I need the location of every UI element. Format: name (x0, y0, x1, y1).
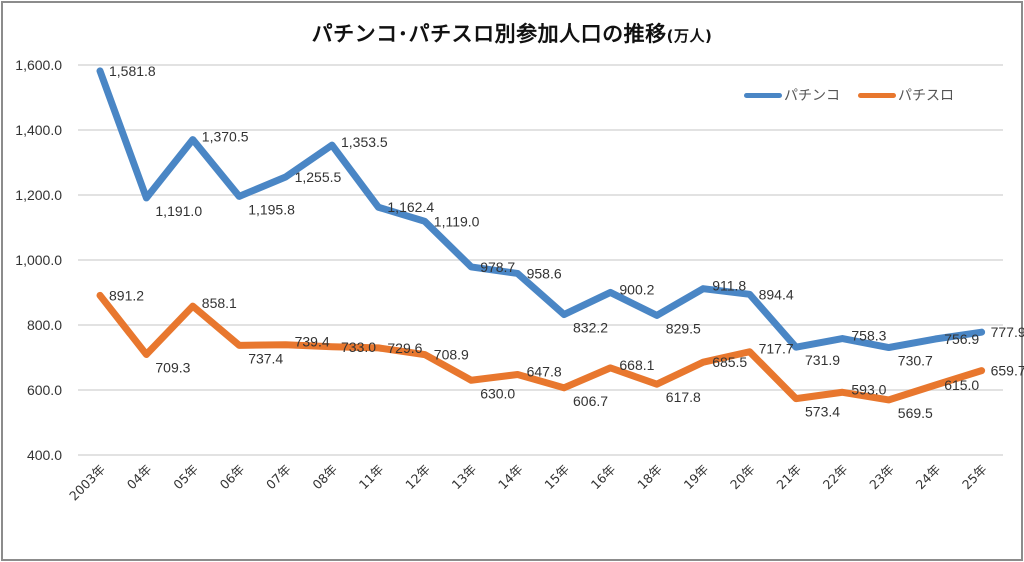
data-label: 900.2 (619, 281, 654, 297)
x-tick-label: 22年 (820, 462, 851, 493)
x-tick-label: 2003年 (66, 462, 108, 504)
data-label: 617.8 (666, 389, 701, 405)
data-label: 756.9 (944, 331, 979, 347)
data-label: 737.4 (248, 350, 283, 366)
data-label: 659.7 (991, 363, 1024, 379)
data-label: 573.4 (805, 404, 840, 420)
data-label: 1,191.0 (155, 203, 202, 219)
y-tick-label: 1,000.0 (15, 252, 62, 268)
y-tick-label: 1,200.0 (15, 187, 62, 203)
x-tick-label: 08年 (309, 462, 340, 493)
series-line-pachislot (96, 291, 986, 404)
data-label: 1,119.0 (434, 213, 480, 229)
data-label: 858.1 (202, 295, 237, 311)
x-tick-label: 21年 (773, 462, 804, 493)
x-tick-label: 15年 (541, 462, 572, 493)
data-label: 978.7 (480, 259, 515, 275)
chart-title-unit: (万人) (666, 27, 713, 45)
series-lines (96, 67, 986, 404)
x-tick-label: 19年 (681, 462, 712, 493)
data-label: 606.7 (573, 393, 608, 409)
data-label: 958.6 (527, 265, 562, 281)
x-tick-label: 25年 (959, 462, 990, 493)
x-tick-label: 16年 (588, 462, 619, 493)
data-label: 891.2 (109, 287, 144, 303)
data-label: 569.5 (898, 405, 933, 421)
x-tick-label: 24年 (913, 462, 944, 493)
data-label: 685.5 (712, 354, 747, 370)
legend-swatch-pachinko (744, 92, 782, 98)
chart-title-text: パチンコ･パチスロ別参加人口の推移 (311, 22, 667, 46)
data-label: 1,581.8 (109, 63, 156, 79)
x-tick-label: 20年 (727, 462, 758, 493)
x-tick-label: 04年 (124, 462, 155, 493)
data-label: 615.0 (944, 377, 979, 393)
x-axis-ticks: 2003年 04年 05年 06年 07年 08年 11年 12年 13年 14年 15年 16年 18… (66, 462, 990, 504)
data-label: 647.8 (527, 363, 562, 379)
data-label: 717.7 (759, 341, 794, 357)
data-label: 730.7 (898, 353, 933, 369)
legend-item-pachinko: パチンコ (744, 85, 840, 105)
legend-swatch-pachislot (858, 92, 896, 98)
data-label: 829.5 (666, 320, 701, 336)
legend-label-pachinko: パチンコ (784, 88, 840, 104)
x-tick-label: 06年 (217, 462, 248, 493)
data-label: 708.9 (434, 347, 469, 363)
data-label: 739.4 (295, 334, 330, 350)
data-label: 630.0 (480, 385, 515, 401)
legend: パチンコ パチスロ (744, 85, 972, 105)
chart-title: パチンコ･パチスロ別参加人口の推移(万人) (0, 18, 1024, 48)
data-label: 758.3 (851, 328, 886, 344)
x-tick-label: 11年 (356, 462, 387, 493)
data-label: 832.2 (573, 320, 608, 336)
y-tick-label: 1,400.0 (15, 122, 62, 138)
data-label: 1,195.8 (248, 201, 295, 217)
data-label: 729.6 (387, 340, 422, 356)
data-label: 709.3 (155, 359, 190, 375)
x-tick-label: 18年 (634, 462, 665, 493)
data-label: 593.0 (851, 381, 886, 397)
y-tick-label: 1,600.0 (15, 57, 62, 73)
data-label: 733.0 (341, 339, 376, 355)
x-tick-label: 23年 (866, 462, 897, 493)
data-label: 777.9 (991, 324, 1024, 340)
y-tick-label: 800.0 (27, 317, 62, 333)
data-label: 1,353.5 (341, 134, 388, 150)
data-label: 731.9 (805, 352, 840, 368)
data-label: 668.1 (619, 357, 654, 373)
data-labels: 1,581.8 1,191.0 1,370.5 1,195.81,255.5 1,353… (109, 63, 1024, 421)
x-tick-label: 13年 (449, 462, 480, 493)
x-tick-label: 07年 (263, 462, 294, 493)
legend-item-pachislot: パチスロ (858, 85, 954, 105)
legend-label-pachislot: パチスロ (898, 88, 954, 104)
data-label: 1,162.4 (387, 199, 434, 215)
y-tick-label: 600.0 (27, 382, 62, 398)
data-label: 894.4 (759, 286, 794, 302)
x-tick-label: 14年 (495, 462, 526, 493)
data-label: 911.8 (712, 278, 746, 294)
series-line-pachinko (96, 67, 986, 352)
y-tick-label: 400.0 (27, 447, 62, 463)
x-tick-label: 05年 (170, 462, 201, 493)
x-tick-label: 12年 (402, 462, 433, 493)
data-label: 1,255.5 (295, 169, 342, 185)
y-axis-ticks: 400.0 600.0 800.0 1,000.0 1,200.0 1,400.0 1,60… (15, 57, 62, 463)
data-label: 1,370.5 (202, 129, 249, 145)
